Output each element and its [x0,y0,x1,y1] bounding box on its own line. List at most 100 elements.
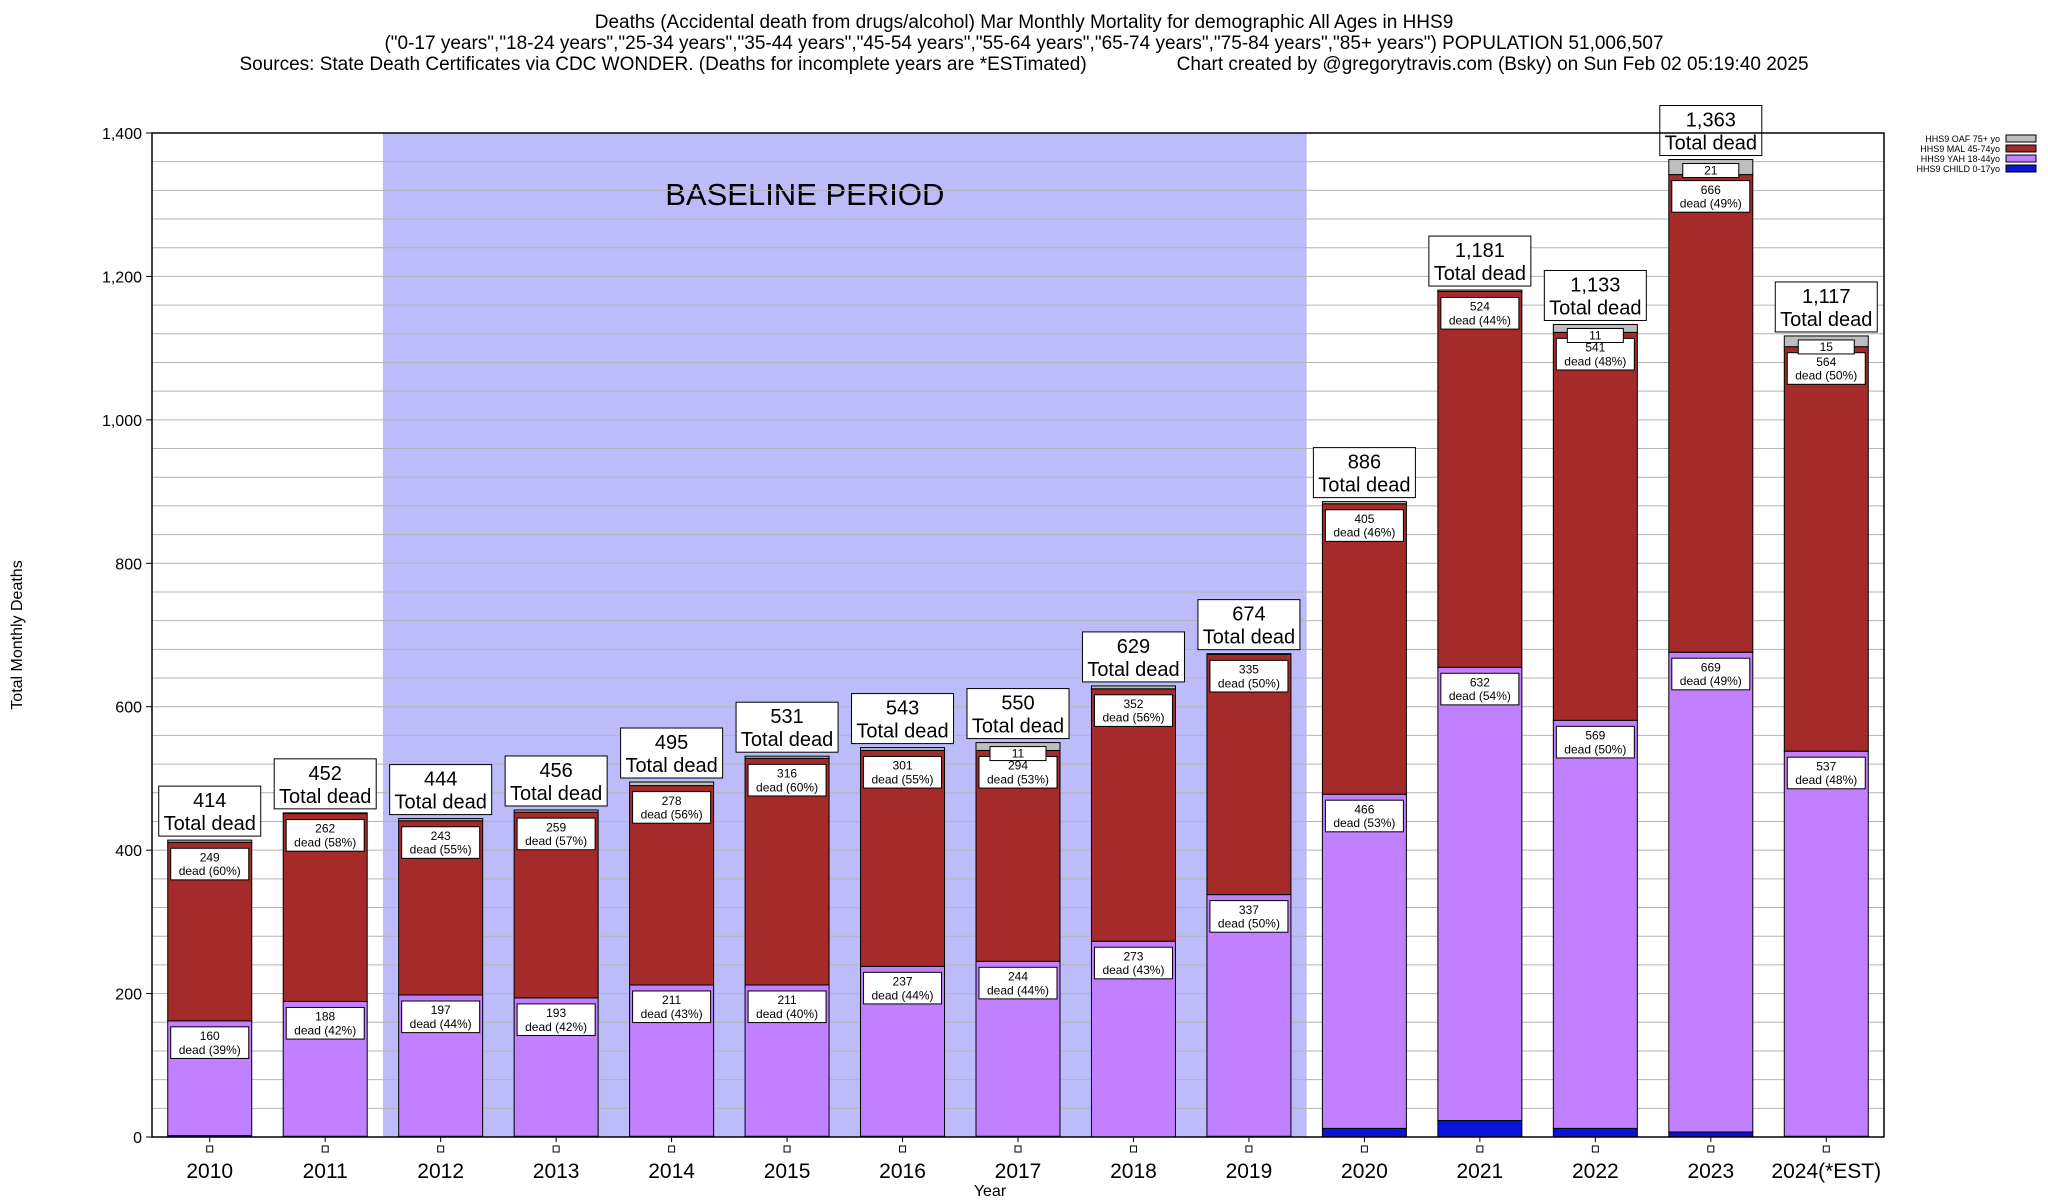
yah-value-label: dead (50%) [1564,742,1626,756]
total-label: 495 [655,732,688,754]
total-label: 886 [1348,452,1381,474]
bar-yah [1437,666,1523,1122]
total-label: Total dead [279,786,371,808]
yah-value-label-box [1555,725,1635,759]
yah-value-label-box [1440,672,1520,706]
mal-value-label: 405 [1354,512,1374,526]
oaf-value-label: 21 [1704,164,1718,178]
total-label-box [1197,599,1301,651]
y-tick-label: 1,200 [102,269,142,286]
x-tick-label: 2018 [1110,1160,1157,1183]
total-label: Total dead [1203,627,1295,649]
bar-oaf [860,747,946,751]
mal-value-label: dead (50%) [1218,676,1280,690]
y-axis: 0 200 400 600 800 1,000 1,200 1,400 [102,126,152,1147]
child-marker [1245,1145,1253,1153]
oaf-value-label-box [1566,327,1624,343]
total-label-box [273,758,377,810]
bar-yah [1552,719,1638,1129]
bar-child [1437,1120,1523,1138]
total-label-box [389,764,493,816]
oaf-value-label: 11 [1012,747,1025,761]
child-marker [1822,1145,1830,1153]
child-marker [437,1145,445,1153]
mal-value-label: dead (55%) [872,772,934,786]
bar-oaf [1206,653,1292,655]
bar-mal [1206,653,1292,896]
x-tick-label: 2012 [417,1160,464,1183]
total-label: Total dead [1665,133,1757,155]
yah-value-label-box [1786,756,1866,790]
yah-value-label: dead (44%) [987,983,1049,997]
yah-value-label-box [1093,946,1173,980]
yah-value-label: 211 [662,993,681,1007]
x-tick-label: 2017 [995,1160,1042,1183]
total-label-box [1543,269,1647,321]
bar-yah [1668,651,1754,1133]
yah-value-label: dead (42%) [525,1020,587,1034]
chart-credit: Chart created by @gregorytravis.com (Bsk… [1176,54,1809,75]
total-label: Total dead [625,755,717,777]
total-label: Total dead [1434,263,1526,285]
legend-swatch [2005,164,2037,173]
yah-value-label: 273 [1123,949,1143,963]
y-tick-label: 400 [115,843,142,860]
yah-value-label-box [1209,900,1289,933]
yah-value-label: 569 [1585,729,1605,743]
bar-mal [1668,174,1754,653]
legend-label: HHS9 YAH 18-44yo [1921,154,2000,164]
mal-value-label-box [1324,509,1404,542]
yah-value-label: dead (54%) [1449,689,1511,703]
total-label-box [1659,105,1763,157]
mal-value-label: dead (56%) [1102,711,1164,725]
yah-value-label: 632 [1470,675,1490,689]
bar-yah [1783,750,1869,1137]
bar-oaf [167,839,253,843]
mal-value-label: dead (58%) [294,836,356,850]
chart-sources: Sources: State Death Certificates via CD… [239,54,1087,75]
bar-yah [1321,793,1407,1129]
mal-value-label: dead (55%) [410,843,472,857]
mal-value-label: 352 [1123,697,1143,711]
x-tick-label: 2024(*EST) [1771,1160,1881,1183]
mal-value-label-box [401,826,481,859]
mal-value-label: dead (53%) [987,772,1049,786]
total-label: 452 [309,763,342,785]
yah-value-label: 466 [1354,802,1374,816]
total-label: 550 [1001,693,1034,715]
mal-value-label: 294 [1008,759,1028,773]
mal-value-label: dead (57%) [525,834,587,848]
yah-value-label-box [863,971,943,1005]
mal-value-label: dead (60%) [179,864,241,878]
total-label-box [158,785,262,837]
legend-swatch [2005,154,2037,163]
y-tick-label: 800 [115,556,142,573]
x-tick-label: 2020 [1341,1160,1388,1183]
x-tick-label: 2014 [648,1160,695,1183]
yah-value-label: dead (53%) [1333,816,1395,830]
mal-value-label: 278 [662,794,682,808]
yah-value-label: 669 [1701,660,1721,674]
total-label: 531 [770,706,803,728]
legend-label: HHS9 CHILD 0-17yo [1916,164,2000,174]
yah-value-label: 237 [893,974,913,988]
yah-value-label: dead (42%) [294,1023,356,1037]
x-axis: 2010 2011 2012 2013 2014 2015 2016 2017 2018 2019… [186,1137,1881,1183]
bar-mal [1437,290,1523,668]
mal-value-label-box [632,791,712,824]
mal-value-label-box [747,763,827,797]
total-label: 629 [1117,636,1150,658]
yah-value-label: 211 [777,993,796,1007]
yah-value-label: dead (39%) [179,1043,241,1057]
mal-value-label: 564 [1816,355,1836,369]
mal-value-label-box [1440,296,1520,330]
mal-value-label: dead (44%) [1449,313,1511,327]
yah-value-label: dead (49%) [1680,674,1742,688]
bar-oaf [513,809,599,813]
mal-value-label: dead (50%) [1795,369,1857,383]
yah-value-label: dead (50%) [1218,917,1280,931]
y-tick-label: 1,400 [102,126,142,143]
total-label-box [504,755,608,807]
mal-value-label-box [1786,352,1866,385]
